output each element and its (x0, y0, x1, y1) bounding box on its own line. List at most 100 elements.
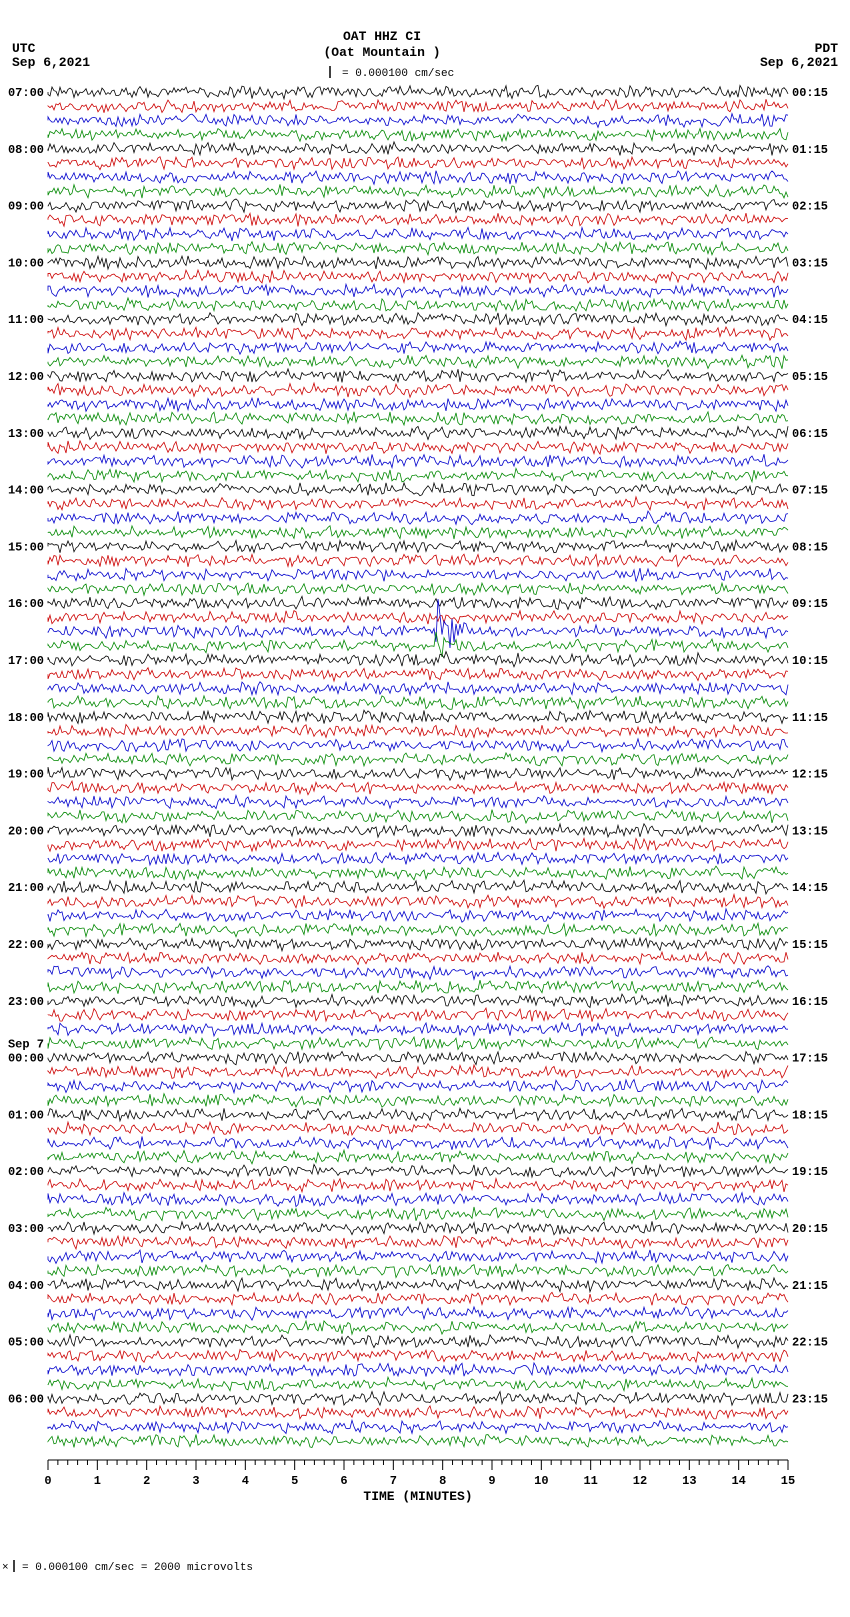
seismic-trace (48, 114, 788, 128)
seismic-trace (48, 1420, 788, 1433)
utc-time-label: 15:00 (8, 540, 44, 554)
seismic-trace (48, 184, 788, 198)
seismic-trace (48, 441, 788, 454)
seismic-trace (48, 1335, 788, 1348)
seismic-trace (48, 227, 788, 241)
utc-time-label: 08:00 (8, 143, 44, 157)
seismic-trace (48, 652, 788, 667)
seismic-trace (48, 1136, 788, 1149)
seismic-trace (48, 554, 788, 567)
right-date: Sep 6,2021 (760, 55, 838, 70)
x-tick-label: 7 (390, 1474, 397, 1488)
seismic-trace (48, 525, 788, 539)
utc-time-label: 09:00 (8, 200, 44, 214)
utc-time-label: 03:00 (8, 1222, 44, 1236)
seismic-trace (48, 725, 788, 738)
seismic-trace (48, 369, 788, 383)
pdt-time-label: 16:15 (792, 995, 828, 1009)
pdt-time-label: 05:15 (792, 370, 828, 384)
seismic-trace (48, 1179, 788, 1193)
seismic-trace (48, 284, 788, 297)
left-tz: UTC (12, 41, 36, 56)
seismic-trace (48, 398, 788, 411)
seismic-trace (48, 1065, 788, 1078)
footer-text: = 0.000100 cm/sec = 2000 microvolts (22, 1562, 253, 1574)
pdt-time-label: 21:15 (792, 1279, 828, 1293)
seismic-trace (48, 1094, 788, 1107)
seismic-trace (48, 1321, 788, 1334)
seismic-trace (48, 938, 788, 951)
seismic-trace (48, 1406, 788, 1419)
x-tick-label: 9 (488, 1474, 495, 1488)
x-tick-label: 6 (340, 1474, 347, 1488)
x-tick-label: 14 (731, 1474, 745, 1488)
pdt-time-label: 19:15 (792, 1165, 828, 1179)
seismic-trace (48, 497, 788, 510)
seismic-trace (48, 1207, 788, 1221)
seismic-trace (48, 85, 788, 99)
seismic-trace (48, 383, 788, 397)
x-tick-label: 10 (534, 1474, 548, 1488)
pdt-time-label: 15:15 (792, 938, 828, 952)
x-tick-label: 15 (781, 1474, 795, 1488)
seismic-trace (48, 1264, 788, 1277)
seismic-trace (48, 994, 788, 1007)
pdt-time-label: 13:15 (792, 824, 828, 838)
seismic-trace (48, 1108, 788, 1121)
x-tick-label: 3 (192, 1474, 199, 1488)
seismic-trace (48, 1435, 788, 1448)
utc-date-label: Sep 7 (8, 1038, 44, 1052)
utc-time-label: 02:00 (8, 1165, 44, 1179)
utc-time-label: 05:00 (8, 1336, 44, 1350)
utc-time-label: 12:00 (8, 370, 44, 384)
pdt-time-label: 12:15 (792, 768, 828, 782)
pdt-time-label: 22:15 (792, 1336, 828, 1350)
utc-time-label: 21:00 (8, 881, 44, 895)
seismic-trace (48, 710, 788, 723)
utc-time-label: 11:00 (8, 313, 44, 327)
utc-time-label: 18:00 (8, 711, 44, 725)
right-tz: PDT (815, 41, 839, 56)
seismic-trace (48, 1008, 788, 1022)
seismic-trace (48, 682, 788, 695)
seismic-trace (48, 895, 788, 909)
x-tick-label: 1 (94, 1474, 101, 1488)
station-subtitle: (Oat Mountain ) (323, 45, 440, 60)
station-title: OAT HHZ CI (343, 29, 421, 44)
utc-time-label: 14:00 (8, 484, 44, 498)
utc-time-label: 17:00 (8, 654, 44, 668)
pdt-time-label: 11:15 (792, 711, 828, 725)
seismic-trace (48, 980, 788, 994)
pdt-time-label: 14:15 (792, 881, 828, 895)
seismic-trace (48, 540, 788, 553)
seismic-trace (48, 341, 788, 354)
seismic-trace (48, 128, 788, 141)
pdt-time-label: 23:15 (792, 1392, 828, 1406)
utc-time-label: 23:00 (8, 995, 44, 1009)
seismic-trace (48, 270, 788, 283)
seismic-trace (48, 1250, 788, 1264)
seismic-trace (48, 426, 788, 439)
seismic-trace (48, 99, 788, 113)
seismic-trace (48, 298, 788, 311)
left-date: Sep 6,2021 (12, 55, 90, 70)
seismic-trace (48, 1080, 788, 1093)
seismogram-container: OAT HHZ CI(Oat Mountain ) = 0.000100 cm/s… (0, 0, 850, 1613)
x-tick-label: 8 (439, 1474, 446, 1488)
seismic-trace (48, 1236, 788, 1249)
x-tick-label: 4 (242, 1474, 249, 1488)
utc-time-label: 22:00 (8, 938, 44, 952)
seismic-trace (48, 583, 788, 595)
pdt-time-label: 02:15 (792, 200, 828, 214)
utc-time-label: 10:00 (8, 256, 44, 270)
utc-time-label: 16:00 (8, 597, 44, 611)
x-tick-label: 13 (682, 1474, 696, 1488)
seismic-trace (48, 838, 788, 851)
seismic-trace (48, 795, 788, 808)
pdt-time-label: 07:15 (792, 484, 828, 498)
seismic-trace (48, 1392, 788, 1406)
seismic-trace (48, 157, 788, 170)
seismic-trace (48, 1278, 788, 1292)
x-axis-label: TIME (MINUTES) (363, 1489, 472, 1504)
seismic-trace (48, 824, 788, 837)
